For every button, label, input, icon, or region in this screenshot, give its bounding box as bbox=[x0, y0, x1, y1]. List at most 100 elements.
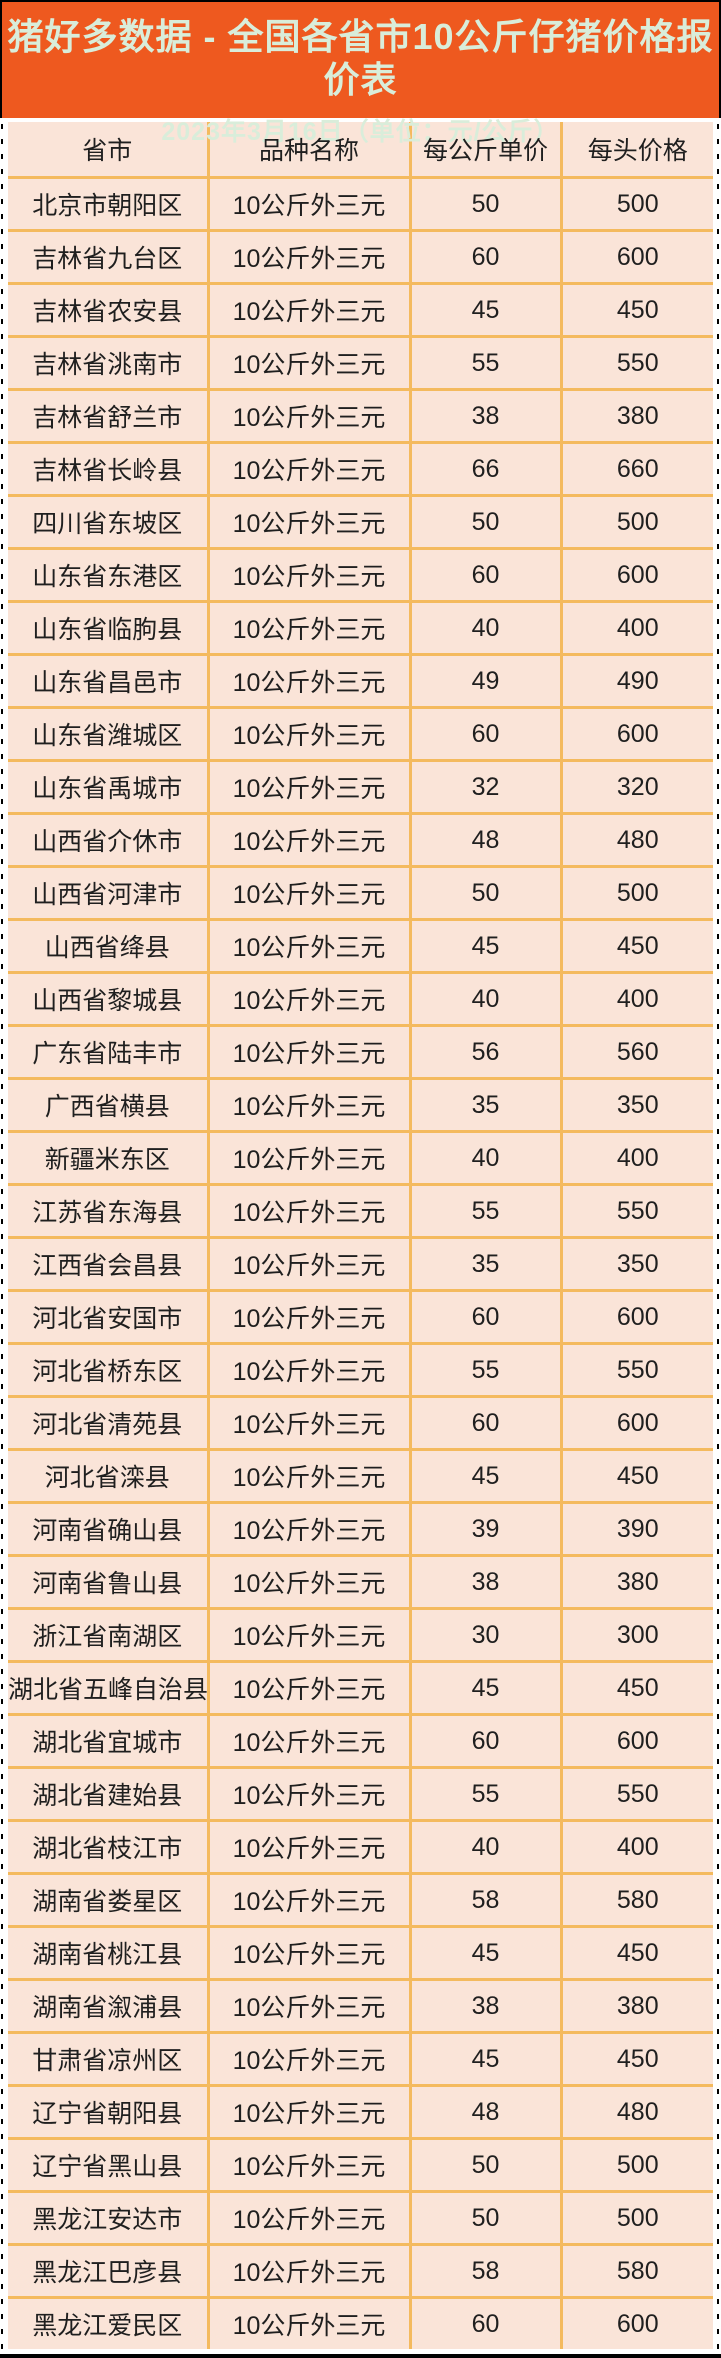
table-row: 湖南省溆浦县 10公斤外三元 38 380 bbox=[8, 1978, 713, 2034]
table-row: 广东省陆丰市 10公斤外三元 56 560 bbox=[8, 1024, 713, 1080]
head-price-cell: 450 bbox=[559, 1925, 713, 1981]
table-row: 山西省介休市 10公斤外三元 48 480 bbox=[8, 812, 713, 868]
city-cell: 浙江省南湖区 bbox=[8, 1607, 210, 1663]
table-row: 吉林省舒兰市 10公斤外三元 38 380 bbox=[8, 388, 713, 444]
breed-cell: 10公斤外三元 bbox=[206, 335, 412, 391]
unit-price-cell: 45 bbox=[408, 1925, 563, 1981]
breed-cell: 10公斤外三元 bbox=[206, 1925, 412, 1981]
unit-price-cell: 30 bbox=[408, 1607, 563, 1663]
price-table-wrap: 省市 品种名称 每公斤单价 每头价格 北京市朝阳区 10公斤外三元 50 500 吉林省九台区… bbox=[0, 118, 721, 2349]
price-table: 省市 品种名称 每公斤单价 每头价格 北京市朝阳区 10公斤外三元 50 500 吉林省九台区… bbox=[8, 122, 713, 2349]
head-price-cell: 600 bbox=[559, 1713, 713, 1769]
breed-cell: 10公斤外三元 bbox=[206, 2137, 412, 2193]
unit-price-cell: 40 bbox=[408, 1130, 563, 1186]
head-price-cell: 550 bbox=[559, 335, 713, 391]
table-row: 广西省横县 10公斤外三元 35 350 bbox=[8, 1077, 713, 1133]
unit-price-cell: 66 bbox=[408, 441, 563, 497]
breed-cell: 10公斤外三元 bbox=[206, 1978, 412, 2034]
column-header-4: 每头价格 bbox=[559, 122, 713, 179]
table-row: 湖北省建始县 10公斤外三元 55 550 bbox=[8, 1766, 713, 1822]
table-row: 河北省滦县 10公斤外三元 45 450 bbox=[8, 1448, 713, 1504]
head-price-cell: 500 bbox=[559, 2190, 713, 2246]
city-cell: 山西省河津市 bbox=[8, 865, 210, 921]
city-cell: 湖南省溆浦县 bbox=[8, 1978, 210, 2034]
city-cell: 吉林省舒兰市 bbox=[8, 388, 210, 444]
head-price-cell: 450 bbox=[559, 2031, 713, 2087]
unit-price-cell: 48 bbox=[408, 2084, 563, 2140]
column-header-1: 省市 bbox=[8, 122, 210, 179]
city-cell: 甘肃省凉州区 bbox=[8, 2031, 210, 2087]
unit-price-cell: 50 bbox=[408, 865, 563, 921]
table-row: 河北省安国市 10公斤外三元 60 600 bbox=[8, 1289, 713, 1345]
breed-cell: 10公斤外三元 bbox=[206, 1236, 412, 1292]
city-cell: 河北省桥东区 bbox=[8, 1342, 210, 1398]
head-price-cell: 560 bbox=[559, 1024, 713, 1080]
unit-price-cell: 45 bbox=[408, 1448, 563, 1504]
table-row: 河南省确山县 10公斤外三元 39 390 bbox=[8, 1501, 713, 1557]
head-price-cell: 600 bbox=[559, 547, 713, 603]
unit-price-cell: 35 bbox=[408, 1077, 563, 1133]
head-price-cell: 400 bbox=[559, 971, 713, 1027]
table-row: 湖北省枝江市 10公斤外三元 40 400 bbox=[8, 1819, 713, 1875]
breed-cell: 10公斤外三元 bbox=[206, 1077, 412, 1133]
head-price-cell: 320 bbox=[559, 759, 713, 815]
head-price-cell: 500 bbox=[559, 176, 713, 232]
breed-cell: 10公斤外三元 bbox=[206, 2031, 412, 2087]
head-price-cell: 350 bbox=[559, 1077, 713, 1133]
breed-cell: 10公斤外三元 bbox=[206, 1024, 412, 1080]
city-cell: 黑龙江巴彦县 bbox=[8, 2243, 210, 2299]
city-cell: 广东省陆丰市 bbox=[8, 1024, 210, 1080]
head-price-cell: 660 bbox=[559, 441, 713, 497]
table-row: 湖南省桃江县 10公斤外三元 45 450 bbox=[8, 1925, 713, 1981]
table-row: 河北省清苑县 10公斤外三元 60 600 bbox=[8, 1395, 713, 1451]
unit-price-cell: 56 bbox=[408, 1024, 563, 1080]
table-row: 山东省禹城市 10公斤外三元 32 320 bbox=[8, 759, 713, 815]
head-price-cell: 480 bbox=[559, 2084, 713, 2140]
breed-cell: 10公斤外三元 bbox=[206, 1554, 412, 1610]
head-price-cell: 600 bbox=[559, 1395, 713, 1451]
table-row: 吉林省洮南市 10公斤外三元 55 550 bbox=[8, 335, 713, 391]
unit-price-cell: 45 bbox=[408, 1660, 563, 1716]
city-cell: 广西省横县 bbox=[8, 1077, 210, 1133]
breed-cell: 10公斤外三元 bbox=[206, 547, 412, 603]
page-break-dashes-left bbox=[1, 124, 3, 2354]
table-row: 辽宁省黑山县 10公斤外三元 50 500 bbox=[8, 2137, 713, 2193]
city-cell: 吉林省九台区 bbox=[8, 229, 210, 285]
head-price-cell: 380 bbox=[559, 1554, 713, 1610]
city-cell: 山东省东港区 bbox=[8, 547, 210, 603]
breed-cell: 10公斤外三元 bbox=[206, 971, 412, 1027]
breed-cell: 10公斤外三元 bbox=[206, 1660, 412, 1716]
city-cell: 辽宁省朝阳县 bbox=[8, 2084, 210, 2140]
breed-cell: 10公斤外三元 bbox=[206, 1819, 412, 1875]
breed-cell: 10公斤外三元 bbox=[206, 600, 412, 656]
city-cell: 河南省鲁山县 bbox=[8, 1554, 210, 1610]
table-row: 山西省黎城县 10公斤外三元 40 400 bbox=[8, 971, 713, 1027]
city-cell: 河北省安国市 bbox=[8, 1289, 210, 1345]
city-cell: 湖北省宜城市 bbox=[8, 1713, 210, 1769]
table-row: 黑龙江爱民区 10公斤外三元 60 600 bbox=[8, 2296, 713, 2349]
head-price-cell: 450 bbox=[559, 1448, 713, 1504]
unit-price-cell: 60 bbox=[408, 1395, 563, 1451]
unit-price-cell: 38 bbox=[408, 1978, 563, 2034]
breed-cell: 10公斤外三元 bbox=[206, 759, 412, 815]
unit-price-cell: 38 bbox=[408, 1554, 563, 1610]
breed-cell: 10公斤外三元 bbox=[206, 2084, 412, 2140]
breed-cell: 10公斤外三元 bbox=[206, 229, 412, 285]
city-cell: 河南省确山县 bbox=[8, 1501, 210, 1557]
unit-price-cell: 40 bbox=[408, 600, 563, 656]
table-row: 江西省会昌县 10公斤外三元 35 350 bbox=[8, 1236, 713, 1292]
table-row: 北京市朝阳区 10公斤外三元 50 500 bbox=[8, 176, 713, 232]
head-price-cell: 550 bbox=[559, 1766, 713, 1822]
city-cell: 湖北省建始县 bbox=[8, 1766, 210, 1822]
breed-cell: 10公斤外三元 bbox=[206, 1766, 412, 1822]
table-row: 山东省昌邑市 10公斤外三元 49 490 bbox=[8, 653, 713, 709]
table-row: 甘肃省凉州区 10公斤外三元 45 450 bbox=[8, 2031, 713, 2087]
unit-price-cell: 58 bbox=[408, 1872, 563, 1928]
city-cell: 四川省东坡区 bbox=[8, 494, 210, 550]
breed-cell: 10公斤外三元 bbox=[206, 282, 412, 338]
city-cell: 湖南省娄星区 bbox=[8, 1872, 210, 1928]
unit-price-cell: 58 bbox=[408, 2243, 563, 2299]
head-price-cell: 400 bbox=[559, 600, 713, 656]
unit-price-cell: 55 bbox=[408, 1766, 563, 1822]
head-price-cell: 400 bbox=[559, 1130, 713, 1186]
